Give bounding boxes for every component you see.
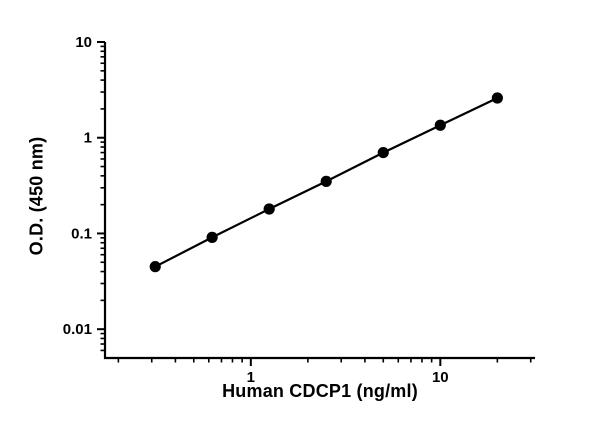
y-tick-label: 0.1 [71, 225, 92, 242]
x-tick-label: 1 [247, 369, 255, 386]
x-tick-label: 10 [432, 369, 449, 386]
y-tick-label: 1 [84, 130, 92, 147]
x-axis-title: Human CDCP1 (ng/ml) [222, 381, 418, 401]
y-tick-label: 10 [75, 34, 92, 51]
data-point-marker [206, 231, 218, 243]
data-point-marker [491, 92, 503, 104]
data-point-marker [263, 203, 275, 215]
y-tick-label: 0.01 [63, 321, 92, 338]
data-point-marker [377, 146, 389, 159]
data-point-marker [149, 261, 161, 273]
data-point-marker [320, 175, 332, 187]
y-axis-title: O.D. (450 nm) [26, 136, 47, 256]
data-point-marker [434, 119, 446, 131]
